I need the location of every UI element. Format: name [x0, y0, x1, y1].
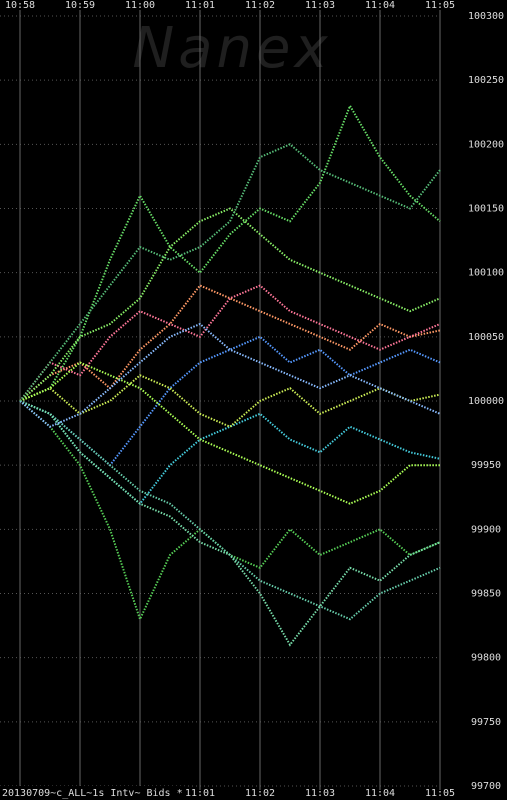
x-tick-label: 10:59 [65, 0, 95, 11]
series-line [19, 400, 441, 506]
y-tick-label: 100050 [468, 332, 504, 343]
footer-text: 20130709~c_ALL~1s Intv~ Bids * [2, 788, 183, 799]
y-tick-label: 100200 [468, 139, 504, 150]
x-tick-label: 11:03 [305, 788, 335, 799]
x-tick-label: 11:04 [365, 788, 395, 799]
y-tick-label: 99900 [471, 524, 501, 535]
series-line [19, 374, 441, 428]
y-tick-label: 99950 [471, 460, 501, 471]
y-tick-label: 99750 [471, 717, 501, 728]
footer-background [0, 786, 185, 800]
series-line [19, 322, 441, 428]
series-line [19, 400, 441, 622]
watermark: Nanex [132, 16, 331, 81]
y-tick-label: 100000 [468, 396, 504, 407]
y-tick-label: 99700 [471, 781, 501, 792]
series-line [19, 284, 441, 402]
x-tick-label: 11:03 [305, 0, 335, 11]
series-line [19, 400, 441, 647]
x-tick-label: 11:02 [245, 0, 275, 11]
x-tick-label: 11:01 [185, 0, 215, 11]
x-tick-label: 11:00 [125, 0, 155, 11]
y-tick-label: 100300 [468, 11, 504, 22]
x-tick-label: 11:01 [185, 788, 215, 799]
y-tick-label: 100150 [468, 204, 504, 215]
y-tick-label: 100250 [468, 75, 504, 86]
series-line [19, 207, 441, 402]
x-tick-label: 11:05 [425, 788, 455, 799]
x-tick-label: 11:04 [365, 0, 395, 11]
series-line [19, 103, 441, 402]
y-tick-label: 99850 [471, 589, 501, 600]
y-tick-label: 99800 [471, 653, 501, 664]
x-tick-label: 10:58 [5, 0, 35, 11]
series-line [19, 400, 441, 621]
x-tick-label: 11:05 [425, 0, 455, 11]
x-tick-label: 11:02 [245, 788, 275, 799]
y-tick-label: 100100 [468, 268, 504, 279]
